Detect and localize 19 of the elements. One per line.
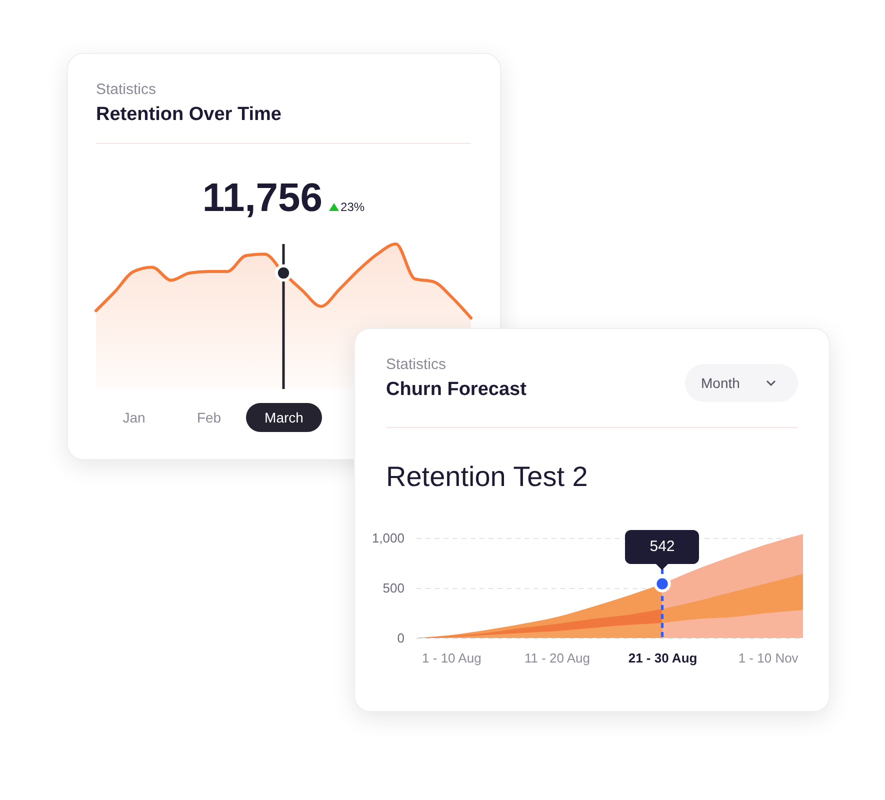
chart-subtitle: Statistics xyxy=(96,81,156,98)
x-tick-label: 11 - 20 Aug xyxy=(524,650,590,666)
y-tick-label: 0 xyxy=(397,630,404,646)
text: 23% xyxy=(340,200,365,214)
chart-title: Churn Forecast xyxy=(386,379,526,401)
x-tick-label: Jan xyxy=(122,410,146,426)
callout: 542 xyxy=(625,530,700,570)
text: Retention Test 2 xyxy=(386,461,588,493)
x-tick-label: 1 - 10 Nov xyxy=(738,650,799,666)
dropdown: Month xyxy=(685,364,798,402)
chart-subtitle: Statistics xyxy=(386,356,446,373)
y-tick-label: 500 xyxy=(382,580,404,596)
x-tick-label: March xyxy=(264,410,304,426)
x-tick-label: 21 - 30 Aug xyxy=(628,650,698,666)
x-tick-label: Feb xyxy=(196,410,222,426)
y-tick-label: 1,000 xyxy=(372,530,404,546)
x-tick-label: 1 - 10 Aug xyxy=(422,650,482,666)
chart-title: Retention Over Time xyxy=(96,104,282,126)
text: 11,756 xyxy=(202,176,323,221)
